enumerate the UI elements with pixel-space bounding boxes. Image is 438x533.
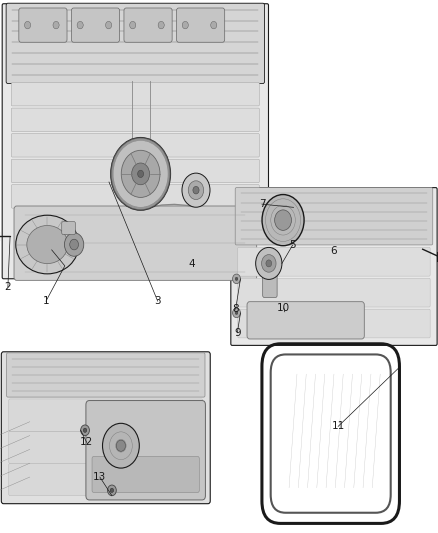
Text: 5: 5	[289, 240, 296, 250]
FancyBboxPatch shape	[263, 259, 277, 297]
FancyBboxPatch shape	[92, 456, 199, 492]
FancyBboxPatch shape	[2, 4, 268, 279]
Circle shape	[158, 21, 164, 29]
Circle shape	[64, 233, 84, 256]
Text: 10: 10	[277, 303, 290, 313]
FancyBboxPatch shape	[62, 222, 75, 235]
FancyBboxPatch shape	[238, 247, 430, 276]
Circle shape	[235, 277, 238, 280]
Text: 7: 7	[258, 199, 265, 209]
Circle shape	[70, 239, 78, 250]
Circle shape	[138, 170, 144, 177]
Text: 11: 11	[332, 422, 345, 431]
FancyBboxPatch shape	[238, 278, 430, 307]
Circle shape	[261, 255, 276, 272]
FancyBboxPatch shape	[9, 463, 203, 496]
FancyBboxPatch shape	[86, 401, 205, 500]
Circle shape	[233, 308, 240, 318]
Circle shape	[110, 488, 114, 492]
FancyBboxPatch shape	[71, 8, 120, 42]
Circle shape	[188, 181, 204, 199]
FancyBboxPatch shape	[6, 3, 265, 84]
Circle shape	[182, 21, 188, 29]
Circle shape	[256, 247, 282, 279]
Text: 3: 3	[154, 296, 161, 306]
Ellipse shape	[16, 215, 79, 274]
Circle shape	[111, 138, 170, 210]
Text: 1: 1	[42, 296, 49, 306]
FancyBboxPatch shape	[238, 309, 430, 338]
FancyBboxPatch shape	[177, 8, 225, 42]
Circle shape	[83, 428, 87, 432]
Text: 12: 12	[80, 438, 93, 447]
Text: 4: 4	[188, 259, 195, 269]
FancyBboxPatch shape	[11, 185, 259, 208]
Circle shape	[121, 150, 160, 197]
FancyBboxPatch shape	[231, 188, 437, 345]
Circle shape	[182, 173, 210, 207]
Circle shape	[108, 485, 117, 496]
Circle shape	[81, 425, 89, 435]
Text: 2: 2	[4, 282, 11, 292]
FancyBboxPatch shape	[11, 159, 259, 183]
FancyBboxPatch shape	[11, 108, 259, 132]
FancyBboxPatch shape	[9, 399, 203, 431]
Text: 8: 8	[232, 304, 239, 314]
FancyBboxPatch shape	[247, 302, 364, 339]
Circle shape	[275, 210, 291, 230]
Circle shape	[235, 311, 238, 314]
Text: 6: 6	[330, 246, 337, 255]
Text: 9: 9	[234, 328, 241, 337]
FancyBboxPatch shape	[14, 206, 257, 280]
FancyBboxPatch shape	[11, 83, 259, 106]
Circle shape	[117, 440, 126, 451]
FancyBboxPatch shape	[124, 8, 172, 42]
Circle shape	[132, 163, 149, 185]
Ellipse shape	[27, 225, 68, 264]
FancyBboxPatch shape	[235, 188, 433, 245]
Circle shape	[262, 195, 304, 246]
Circle shape	[266, 260, 272, 267]
Text: 13: 13	[93, 472, 106, 482]
FancyBboxPatch shape	[9, 431, 203, 463]
Circle shape	[25, 21, 31, 29]
Circle shape	[193, 187, 199, 194]
FancyBboxPatch shape	[7, 353, 205, 397]
FancyBboxPatch shape	[11, 134, 259, 157]
FancyBboxPatch shape	[1, 352, 210, 504]
Circle shape	[53, 21, 59, 29]
Circle shape	[106, 21, 112, 29]
Circle shape	[130, 21, 136, 29]
FancyBboxPatch shape	[19, 8, 67, 42]
Circle shape	[211, 21, 217, 29]
Circle shape	[233, 274, 240, 284]
Circle shape	[77, 21, 83, 29]
Circle shape	[102, 423, 139, 468]
